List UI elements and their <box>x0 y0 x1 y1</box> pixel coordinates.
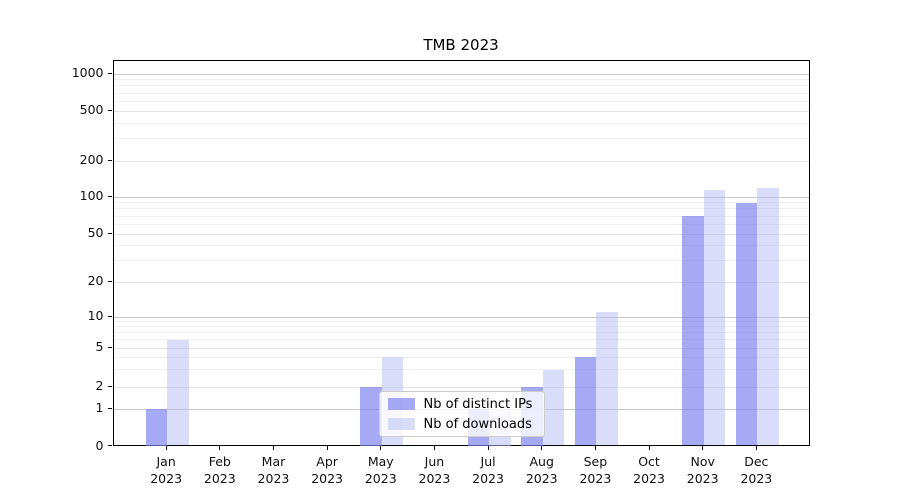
gridline <box>113 79 809 81</box>
gridline <box>113 73 809 75</box>
gridline <box>113 316 809 318</box>
gridline <box>113 281 809 283</box>
y-tick-mark <box>107 407 112 409</box>
y-tick-mark <box>107 232 112 234</box>
y-tick-label: 200 <box>79 152 104 167</box>
x-tick-mark <box>326 446 328 450</box>
x-tick-label: Nov 2023 <box>686 453 719 486</box>
gridline <box>113 332 809 334</box>
chart-title: TMB 2023 <box>423 36 499 54</box>
bar-nov-distinct-ips <box>682 216 704 446</box>
x-tick-label: Aug 2023 <box>525 453 558 486</box>
x-tick-label: Dec 2023 <box>740 453 773 486</box>
x-tick-mark <box>219 446 221 450</box>
gridline <box>113 122 809 124</box>
x-tick-mark <box>594 446 596 450</box>
x-tick-mark <box>702 446 704 450</box>
x-tick-label: Jun 2023 <box>418 453 451 486</box>
x-tick-label: Sep 2023 <box>579 453 612 486</box>
x-tick-mark <box>755 446 757 450</box>
x-tick-mark <box>433 446 435 450</box>
x-tick-mark <box>648 446 650 450</box>
bar-jan-distinct-ips <box>145 409 168 446</box>
gridline <box>113 196 809 198</box>
bar-aug-downloads <box>542 369 565 446</box>
bar-dec-distinct-ips <box>735 202 758 446</box>
legend: Nb of distinct IPs Nb of downloads <box>378 391 545 437</box>
x-tick-mark <box>380 446 382 450</box>
y-tick-mark <box>107 109 112 111</box>
x-tick-label: Oct 2023 <box>633 453 665 486</box>
x-tick-label: Mar 2023 <box>257 453 290 486</box>
x-tick-mark <box>165 446 167 450</box>
y-tick-label: 2 <box>95 378 104 393</box>
legend-swatch-downloads <box>387 418 415 430</box>
x-tick-label: Feb 2023 <box>203 453 236 486</box>
gridline <box>113 321 809 323</box>
x-tick-label: May 2023 <box>364 453 397 486</box>
y-tick-label: 20 <box>87 273 104 288</box>
gridline <box>113 138 809 140</box>
gridline <box>113 223 809 225</box>
gridline <box>113 160 809 162</box>
x-tick-label: Jul 2023 <box>472 453 504 486</box>
y-tick-mark <box>107 159 112 161</box>
gridline <box>113 245 809 247</box>
y-tick-mark <box>107 195 112 197</box>
gridline <box>113 326 809 328</box>
bar-may-distinct-ips <box>360 387 382 446</box>
x-tick-mark <box>272 446 274 450</box>
gridline <box>113 356 809 358</box>
y-tick-mark <box>107 280 112 282</box>
y-tick-label: 10 <box>87 308 104 323</box>
gridline <box>113 369 809 371</box>
y-tick-mark <box>107 445 112 446</box>
y-tick-label: 1000 <box>71 65 104 80</box>
bar-sep-distinct-ips <box>574 357 597 446</box>
y-tick-label: 0 <box>95 437 104 453</box>
gridline <box>113 110 809 112</box>
gridline <box>113 85 809 87</box>
gridline <box>113 208 809 210</box>
x-tick-mark <box>541 446 543 450</box>
legend-label-distinct-ips: Nb of distinct IPs <box>423 396 533 412</box>
y-tick-mark <box>107 346 112 348</box>
gridline <box>113 339 809 341</box>
x-tick-label: Apr 2023 <box>311 453 344 486</box>
legend-label-downloads: Nb of downloads <box>423 416 532 432</box>
y-tick-label: 50 <box>87 225 104 240</box>
legend-swatch-distinct-ips <box>387 398 415 410</box>
gridline <box>113 215 809 217</box>
gridline <box>113 233 809 235</box>
y-tick-label: 1 <box>95 400 104 415</box>
x-tick-mark <box>487 446 489 450</box>
bar-jan-downloads <box>167 339 189 446</box>
y-tick-mark <box>107 72 112 74</box>
bar-sep-downloads <box>596 312 618 446</box>
x-tick-label: Jan 2023 <box>150 453 183 486</box>
legend-item-downloads: Nb of downloads <box>387 416 536 433</box>
y-tick-mark <box>107 385 112 387</box>
y-tick-mark <box>107 315 112 317</box>
plot-area <box>112 60 810 446</box>
bar-nov-downloads <box>703 189 726 446</box>
legend-item-distinct-ips: Nb of distinct IPs <box>387 396 536 413</box>
gridline <box>113 202 809 204</box>
y-tick-label: 500 <box>79 102 104 117</box>
gridline <box>113 260 809 262</box>
gridline <box>113 92 809 94</box>
gridline <box>113 100 809 102</box>
bar-dec-downloads <box>757 187 779 446</box>
gridline <box>113 386 809 388</box>
y-tick-label: 5 <box>95 339 104 354</box>
gridline <box>113 347 809 349</box>
y-tick-label: 100 <box>79 188 104 203</box>
